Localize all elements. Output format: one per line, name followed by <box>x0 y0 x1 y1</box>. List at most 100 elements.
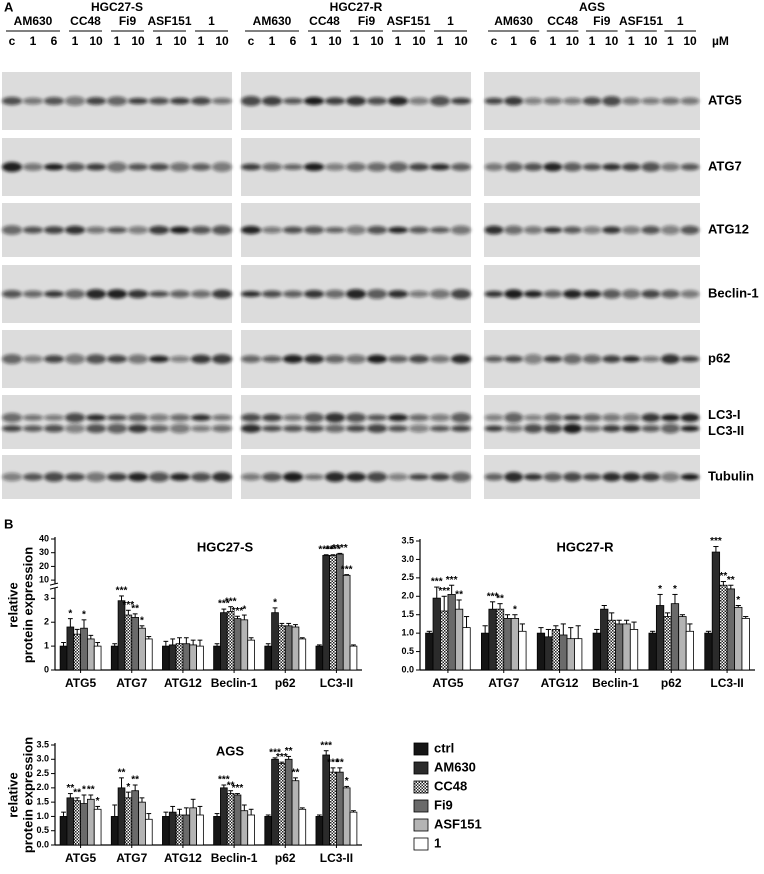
error-bar <box>463 616 470 628</box>
band <box>190 425 212 432</box>
x-tick-label: ATG7 <box>116 676 147 690</box>
band <box>22 226 44 234</box>
band <box>148 163 170 171</box>
band <box>43 424 65 433</box>
error-bar <box>214 813 220 817</box>
bar <box>278 763 286 846</box>
band <box>408 163 430 171</box>
lane-label: 10 <box>215 34 229 48</box>
bar <box>213 645 221 671</box>
band <box>582 96 602 106</box>
band <box>211 162 233 172</box>
bar <box>685 630 694 671</box>
treatment-label: CC48 <box>547 14 578 28</box>
band <box>504 96 524 106</box>
error-bar <box>743 616 749 619</box>
band <box>22 290 44 298</box>
band <box>660 97 680 105</box>
y-tick-label: 0.5 <box>36 825 49 835</box>
error-bar <box>512 614 518 619</box>
band <box>345 354 367 364</box>
band <box>660 423 680 434</box>
bar <box>226 611 235 671</box>
error-bar <box>679 614 686 617</box>
error-bar <box>538 627 544 634</box>
legend-label: CC48 <box>434 778 467 793</box>
bar <box>551 629 560 671</box>
bar <box>291 626 300 671</box>
bar <box>607 619 616 671</box>
band <box>240 473 262 481</box>
bar <box>73 800 81 846</box>
blot-bands <box>240 96 472 106</box>
significance-label: *** <box>327 757 339 768</box>
band <box>345 412 367 423</box>
significance-label: *** <box>320 740 332 751</box>
band <box>211 354 233 364</box>
protein-label: Beclin-1 <box>708 285 759 300</box>
chart-title: AGS <box>216 743 245 758</box>
band <box>324 289 346 299</box>
significance-label: * <box>736 595 740 606</box>
treatment-label: 1 <box>208 14 215 28</box>
bar <box>536 632 546 671</box>
y-tick-label: 2.5 <box>36 768 49 778</box>
band <box>190 354 212 364</box>
significance-label: * <box>658 584 662 595</box>
band <box>641 162 661 172</box>
band <box>602 163 622 171</box>
band <box>680 225 700 235</box>
significance-label: ** <box>131 775 139 786</box>
y-tick-label: 3.5 <box>401 535 414 545</box>
band <box>450 225 472 235</box>
lane-label: 1 <box>353 34 360 48</box>
band <box>127 424 149 433</box>
band <box>484 97 504 105</box>
band <box>680 290 700 298</box>
band <box>43 163 65 171</box>
error-bar <box>279 761 285 764</box>
band <box>429 355 451 363</box>
band <box>582 163 602 171</box>
band <box>484 355 504 363</box>
significance-label: *** <box>269 747 281 758</box>
error-bar <box>221 608 227 613</box>
band <box>621 355 641 363</box>
blot-bands <box>240 225 472 235</box>
lane-label: 1 <box>549 34 556 48</box>
error-bar <box>214 643 220 647</box>
band <box>450 97 472 105</box>
band <box>211 414 233 421</box>
band <box>484 473 504 481</box>
band <box>543 97 563 105</box>
band <box>282 97 304 105</box>
error-bar <box>95 805 101 810</box>
band <box>484 290 504 298</box>
lane-label: c <box>491 34 498 48</box>
error-bar <box>609 612 615 621</box>
band <box>680 413 700 423</box>
bar <box>80 627 88 671</box>
band <box>641 225 661 235</box>
bar <box>503 618 512 671</box>
band <box>190 414 212 421</box>
error-bar <box>735 605 741 608</box>
band <box>523 226 543 234</box>
bar <box>678 616 687 671</box>
error-bar <box>568 627 574 639</box>
band <box>621 289 641 299</box>
band <box>282 163 304 171</box>
chart-title: HGC27-S <box>197 539 254 554</box>
bar <box>559 634 568 671</box>
band <box>169 162 191 172</box>
band <box>504 412 524 423</box>
x-tick-label: ATG12 <box>541 676 579 690</box>
bar <box>233 618 242 671</box>
error-bar <box>146 636 152 639</box>
error-bar <box>616 619 622 624</box>
protein-label: LC3-I <box>708 407 741 422</box>
error-bar <box>351 644 356 647</box>
band <box>345 425 367 432</box>
y-tick-label: 3.0 <box>36 754 49 764</box>
band <box>484 225 504 235</box>
